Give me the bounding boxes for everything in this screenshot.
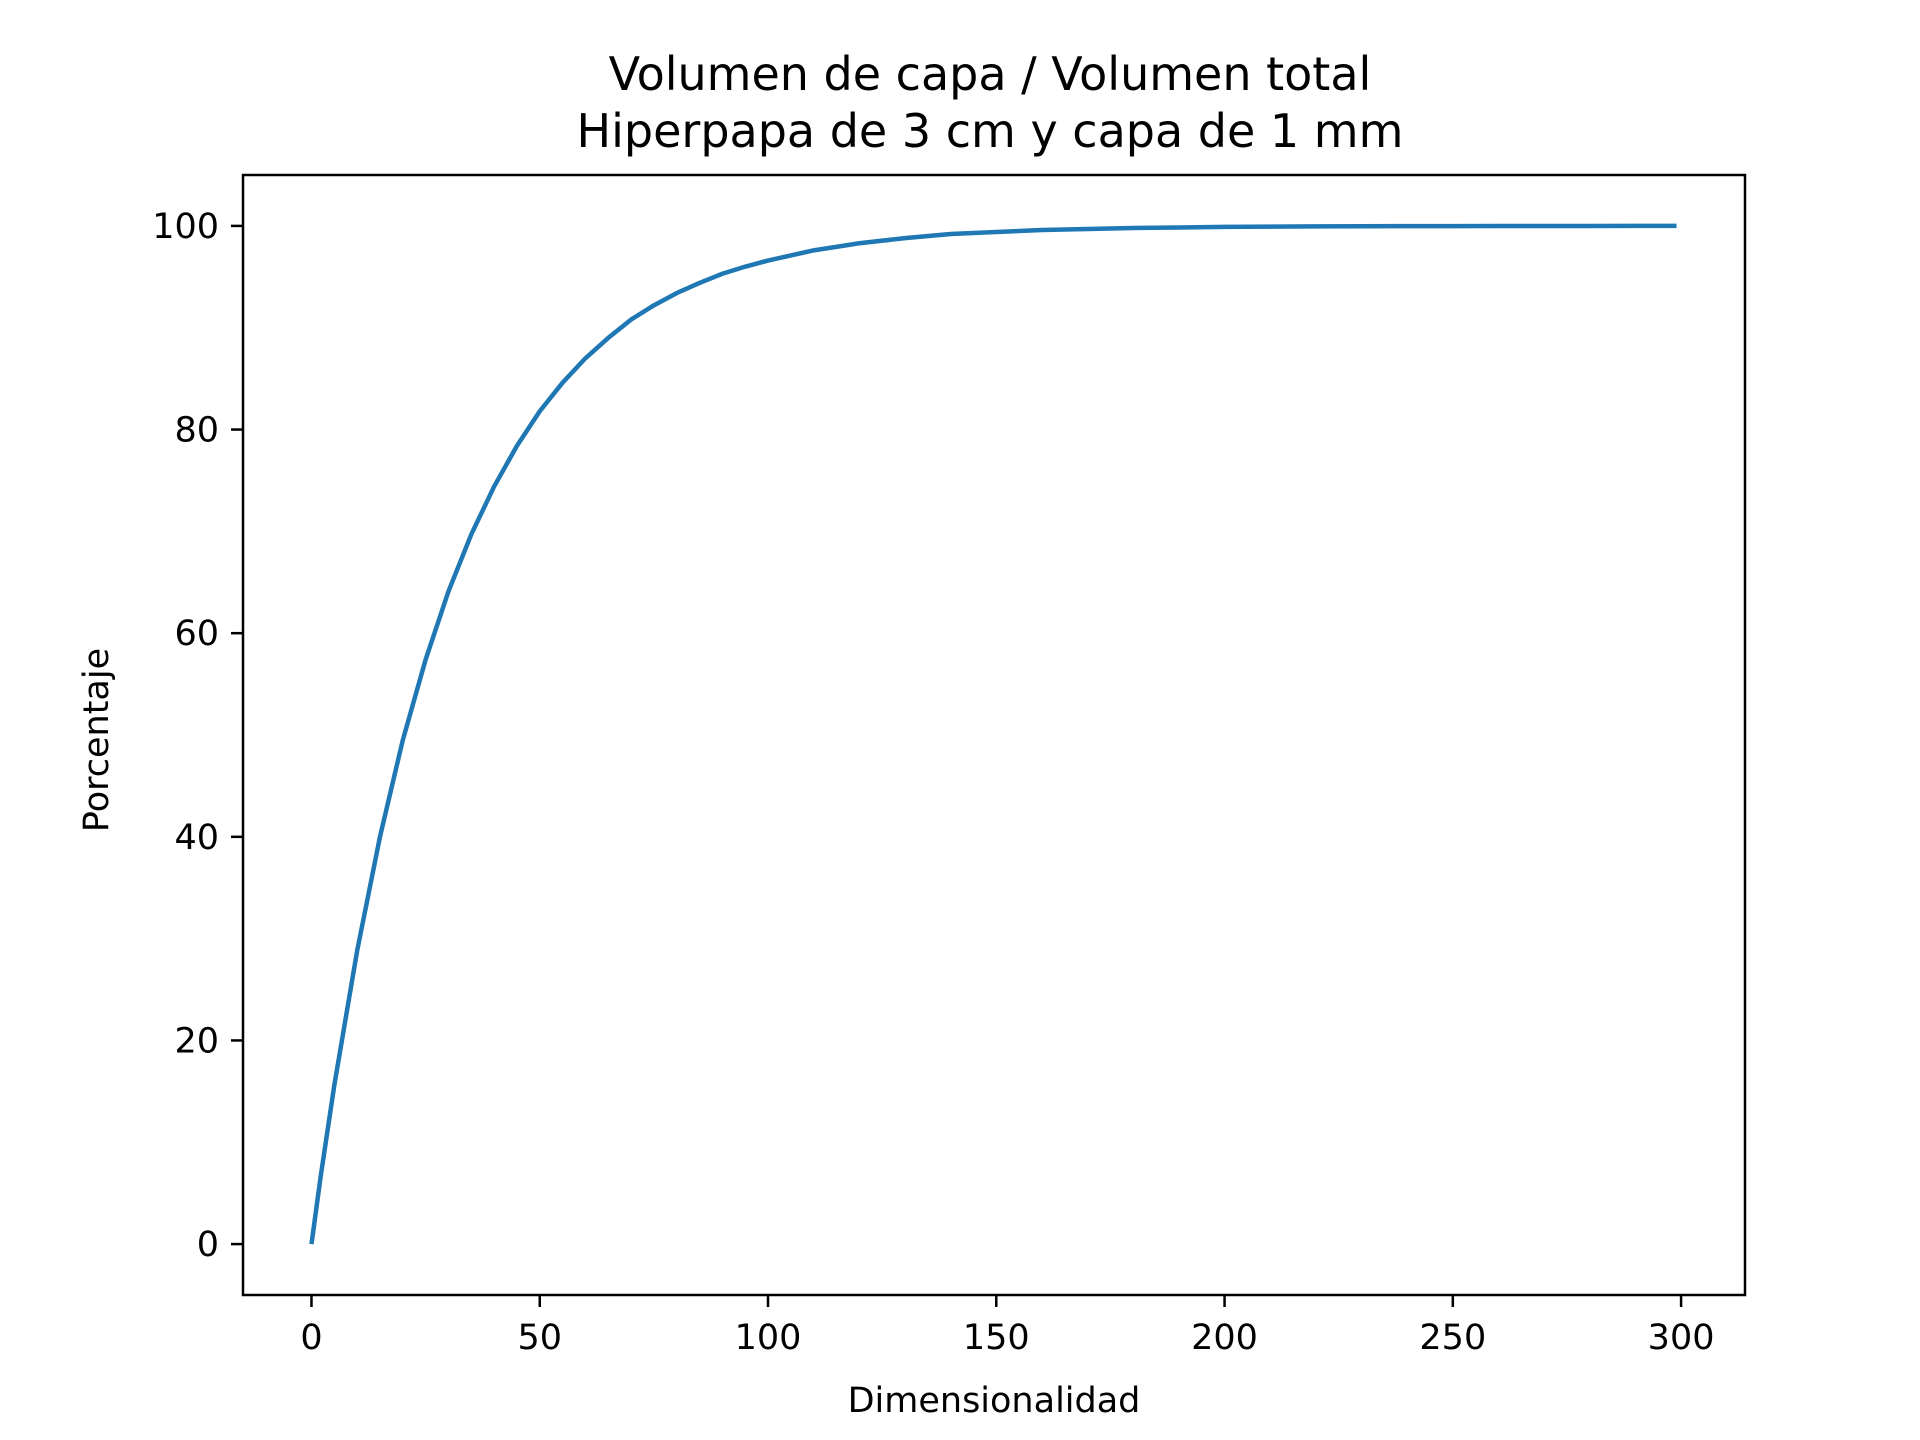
x-tick-label: 0 [300, 1318, 322, 1358]
y-tick-label: 0 [197, 1225, 219, 1265]
y-tick-label: 80 [174, 411, 219, 451]
y-axis-ticks: 0 20 40 60 80 100 [152, 207, 243, 1265]
x-tick-label: 250 [1419, 1318, 1486, 1358]
y-tick-label: 60 [174, 614, 219, 654]
x-tick-label: 300 [1648, 1318, 1715, 1358]
chart-title-line-1: Volumen de capa / Volumen total [609, 47, 1372, 101]
x-tick-label: 200 [1191, 1318, 1258, 1358]
y-tick-label: 100 [152, 207, 219, 247]
x-tick-label: 50 [517, 1318, 562, 1358]
chart-title-line-2: Hiperpapa de 3 cm y capa de 1 mm [577, 104, 1404, 158]
y-tick-label: 40 [174, 818, 219, 858]
x-tick-label: 150 [963, 1318, 1030, 1358]
x-axis-label: Dimensionalidad [848, 1381, 1141, 1421]
x-tick-label: 100 [735, 1318, 802, 1358]
y-axis-label: Porcentaje [77, 648, 117, 832]
series-line [309, 223, 1677, 1245]
y-tick-label: 20 [174, 1021, 219, 1061]
plot-area-frame [241, 173, 1747, 1297]
x-axis-ticks: 0 50 100 150 200 250 300 [300, 1295, 1714, 1358]
